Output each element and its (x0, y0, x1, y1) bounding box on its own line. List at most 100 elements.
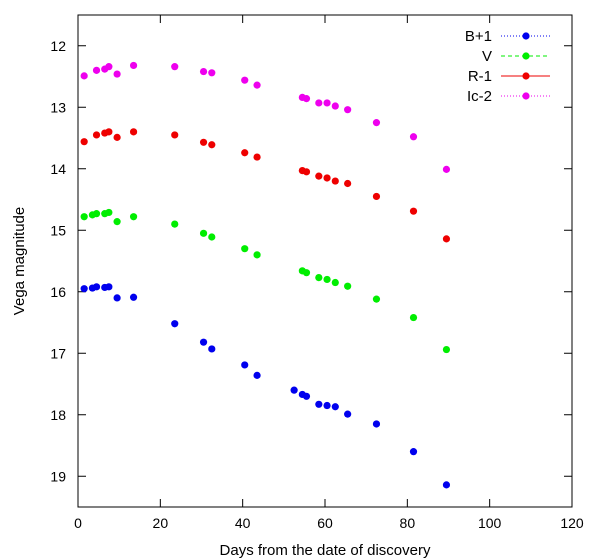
data-point (315, 172, 323, 180)
data-point (80, 138, 88, 146)
data-point (208, 69, 216, 77)
data-point (323, 401, 331, 410)
x-tick-label: 0 (74, 515, 82, 531)
data-point (253, 153, 261, 161)
data-point (113, 133, 121, 141)
legend-marker (522, 72, 530, 80)
data-point (409, 207, 418, 215)
data-point (344, 282, 352, 290)
y-tick-label: 13 (50, 99, 66, 115)
data-point (331, 278, 339, 287)
legend-marker (522, 52, 530, 60)
data-point (171, 131, 179, 139)
data-point (129, 128, 138, 136)
tick-group: 0 20 40 60 80 100 120 12 13 14 15 16 17 18 19 (50, 15, 584, 531)
data-point (129, 61, 138, 70)
data-point (344, 179, 352, 188)
series-layer (80, 61, 451, 489)
data-point (290, 386, 298, 394)
legend: B+1 V R-1 Ic-2 (465, 28, 550, 105)
data-point (105, 128, 113, 136)
data-point (208, 233, 216, 241)
data-point (323, 99, 331, 107)
data-point (171, 320, 179, 328)
data-point (372, 295, 381, 303)
x-tick-label: 80 (400, 515, 416, 531)
data-point (302, 269, 311, 277)
legend-label: Ic-2 (467, 88, 492, 105)
data-point (315, 99, 323, 107)
y-tick-label: 14 (50, 161, 66, 177)
data-point (409, 133, 418, 141)
y-tick-label: 18 (50, 407, 66, 423)
data-point (105, 63, 113, 71)
data-point (105, 283, 113, 291)
data-point (253, 371, 261, 379)
data-point (241, 76, 249, 84)
y-tick-label: 17 (50, 345, 66, 361)
data-point (331, 403, 339, 411)
y-tick-label: 12 (50, 38, 66, 54)
series-r-1 (80, 128, 451, 243)
x-tick-label: 40 (235, 515, 251, 531)
data-point (241, 361, 249, 369)
x-tick-label: 60 (317, 515, 333, 531)
data-point (315, 274, 323, 282)
data-point (113, 294, 121, 302)
data-point (171, 63, 179, 71)
legend-label: V (482, 48, 492, 65)
data-point (442, 481, 451, 489)
series-v (80, 208, 451, 354)
data-point (129, 293, 138, 301)
data-point (442, 235, 451, 243)
data-point (171, 220, 179, 228)
data-point (409, 313, 418, 322)
data-point (409, 448, 418, 456)
data-point (344, 410, 352, 418)
legend-label: B+1 (465, 28, 492, 45)
data-point (129, 213, 138, 221)
series-ic-2 (80, 61, 451, 173)
data-point (323, 275, 331, 284)
data-point (199, 338, 208, 346)
x-tick-label: 100 (478, 515, 502, 531)
data-point (442, 345, 451, 354)
data-point (344, 106, 352, 114)
y-tick-label: 16 (50, 284, 66, 300)
legend-marker (522, 92, 530, 100)
x-tick-label: 20 (153, 515, 169, 531)
data-point (80, 285, 88, 293)
data-point (253, 81, 261, 89)
data-point (92, 210, 101, 218)
y-tick-label: 15 (50, 222, 66, 238)
data-point (442, 165, 451, 173)
data-point (92, 283, 101, 291)
legend-marker (522, 32, 530, 40)
data-point (302, 95, 311, 103)
data-point (302, 168, 311, 176)
data-point (113, 218, 121, 226)
data-point (331, 177, 339, 185)
series-b-1 (80, 283, 451, 489)
data-point (199, 138, 208, 146)
data-point (315, 400, 323, 408)
plot-frame (77, 14, 573, 508)
data-point (80, 213, 88, 221)
data-point (372, 119, 381, 127)
y-tick-label: 19 (50, 468, 66, 484)
data-point (113, 70, 121, 78)
data-point (92, 66, 101, 74)
data-point (372, 192, 381, 201)
data-point (241, 149, 249, 157)
data-point (208, 141, 216, 149)
data-point (331, 102, 339, 110)
legend-label: R-1 (468, 68, 492, 85)
data-point (92, 131, 101, 139)
data-point (208, 345, 216, 353)
data-point (372, 420, 381, 428)
data-point (199, 229, 208, 237)
data-point (80, 72, 88, 80)
data-point (323, 174, 331, 182)
x-axis-title: Days from the date of discovery (220, 542, 431, 559)
